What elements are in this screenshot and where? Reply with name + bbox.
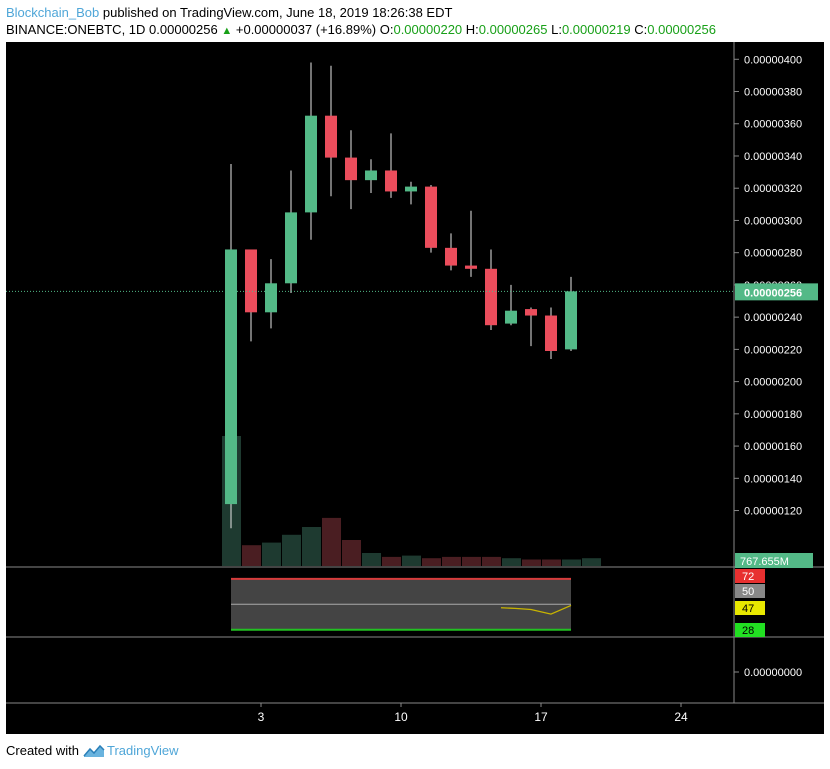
candle-body (425, 186, 437, 248)
symbol-label: BINANCE:ONEBTC, 1D (6, 22, 146, 37)
candle-body (325, 115, 337, 158)
candle-body (225, 249, 237, 505)
y-tick-label: 0.00000280 (744, 248, 802, 260)
y-tick-label: 0.00000160 (744, 441, 802, 453)
last-price: 0.00000256 (149, 22, 218, 37)
y-tick-label: 0.00000180 (744, 409, 802, 421)
volume-bar (462, 556, 481, 566)
low-value: 0.00000219 (561, 22, 631, 37)
y-tick-label: 0.00000200 (744, 377, 802, 389)
created-with-text: Created with (6, 743, 79, 758)
last-price-label: 0.00000256 (744, 287, 802, 299)
candle-body (305, 115, 317, 213)
rsi-line (500, 604, 572, 615)
volume-bar (322, 517, 341, 566)
y-tick-label: 0.00000380 (744, 87, 802, 99)
x-tick-label: 10 (394, 710, 408, 724)
candle-body (365, 170, 377, 181)
volume-label: 767.655M (740, 556, 789, 568)
volume-bar (422, 558, 441, 566)
candle-body (385, 170, 397, 192)
volume-bar (562, 559, 581, 566)
symbol-line: BINANCE:ONEBTC, 1D 0.00000256 ▲ +0.00000… (6, 22, 716, 37)
y-tick-label: 0.00000300 (744, 215, 802, 227)
open-value: 0.00000220 (393, 22, 463, 37)
candle-body (285, 212, 297, 284)
y-tick-label: 0.00000360 (744, 119, 802, 131)
rsi-value-label: 72 (742, 571, 754, 583)
candle-body (565, 291, 577, 350)
last-price-tag (735, 283, 818, 301)
y-tick-label: 0.00000400 (744, 54, 802, 66)
y-tick-label: 0.00000140 (744, 473, 802, 485)
open-label: O: (379, 22, 394, 37)
candle-body (345, 157, 357, 181)
change-value: +0.00000037 (+16.89%) (235, 22, 377, 37)
y-tick-label: 0.00000340 (744, 151, 802, 163)
x-tick-label: 24 (674, 710, 688, 724)
candle-body (545, 315, 557, 351)
published-text: published on TradingView.com, June 18, 2… (102, 5, 453, 20)
tradingview-link[interactable]: TradingView (106, 743, 179, 758)
volume-bar (242, 545, 261, 566)
rsi-value-tag (735, 601, 765, 615)
rsi-value-label: 47 (742, 603, 754, 615)
y-tick-label: 0.00000240 (744, 312, 802, 324)
bottom-pane-y-label: 0.00000000 (744, 667, 802, 679)
volume-bar (342, 540, 361, 566)
price-chart-svg[interactable]: 0.00000400 0.00000380 0.00000360 0.00000340… (6, 42, 824, 734)
candle-body (405, 186, 417, 192)
rsi-value-tag (735, 569, 765, 583)
rsi-value-label: 50 (742, 586, 754, 598)
y-tick-label: 0.00000320 (744, 183, 802, 195)
volume-bar (502, 558, 521, 566)
x-tick-label: 3 (258, 710, 265, 724)
y-tick-label: 0.00000120 (744, 506, 802, 518)
volume-bar (362, 553, 381, 566)
rsi-value-label: 28 (742, 625, 754, 637)
close-label: C: (634, 22, 648, 37)
candle-body (505, 310, 517, 324)
volume-bar (402, 555, 421, 566)
high-value: 0.00000265 (478, 22, 548, 37)
volume-bar (542, 559, 561, 566)
candle-body (465, 265, 477, 269)
candle-body (445, 247, 457, 266)
volume-bar (302, 527, 321, 566)
volume-bar (262, 542, 281, 566)
volume-bar (282, 534, 301, 566)
candle-body (485, 268, 497, 326)
y-tick-label: 0.00000220 (744, 344, 802, 356)
rsi-value-tag (735, 584, 765, 598)
rsi-value-tag (735, 623, 765, 637)
x-tick-label: 17 (534, 710, 548, 724)
footer: Created with TradingView (6, 743, 179, 758)
up-triangle-icon: ▲ (221, 25, 233, 37)
candle-body (265, 283, 277, 313)
volume-bar (382, 556, 401, 566)
publish-line: Blockchain_Bob published on TradingView.… (6, 5, 452, 20)
volume-bar (442, 556, 461, 566)
candle-body (245, 249, 257, 313)
low-label: L: (551, 22, 562, 37)
high-label: H: (465, 22, 479, 37)
volume-bar (482, 556, 501, 566)
author-link[interactable]: Blockchain_Bob (6, 5, 100, 20)
volume-bar (522, 559, 541, 566)
volume-bar (582, 558, 601, 566)
tradingview-logo-icon (83, 744, 105, 757)
candle-body (525, 309, 537, 316)
chart-area[interactable]: 0.00000400 0.00000380 0.00000360 0.00000340… (6, 42, 824, 734)
volume-tag (735, 553, 813, 568)
close-value: 0.00000256 (647, 22, 716, 37)
